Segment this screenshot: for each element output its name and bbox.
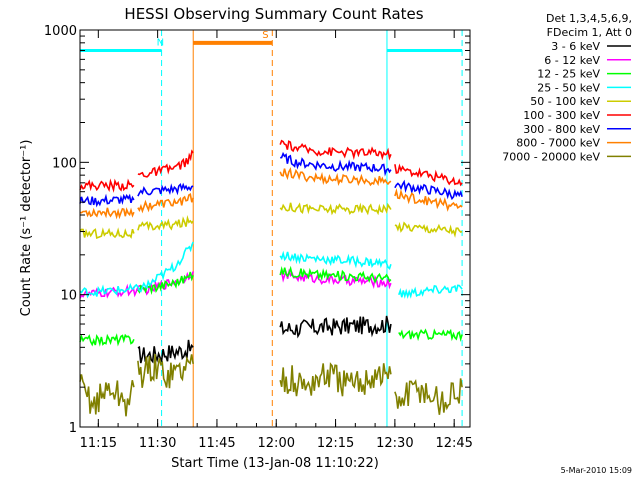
series-4-segment-0 (79, 227, 135, 239)
legend-label-8: 7000 - 20000 keV (502, 150, 600, 163)
footer-timestamp: 5-Mar-2010 15:09 (561, 466, 632, 475)
legend-label-7: 800 - 7000 keV (516, 137, 600, 150)
legend-label-4: 50 - 100 keV (530, 95, 600, 108)
x-axis-label: Start Time (13-Jan-08 11:10:22) (171, 456, 379, 471)
chart-title: HESSI Observing Summary Count Rates (124, 5, 423, 23)
series-4 (79, 202, 463, 239)
y-tick-label-2: 100 (52, 156, 77, 171)
flag-n-label: N (157, 37, 164, 48)
x-tick-label-2: 11:45 (198, 436, 235, 451)
series-1-segment-1 (279, 268, 392, 290)
x-tick-label-1: 11:30 (139, 436, 176, 451)
series-7-segment-1 (137, 192, 194, 214)
series-6-segment-2 (280, 151, 392, 177)
flag-s-label: S (262, 30, 268, 41)
series-7-segment-3 (394, 187, 463, 212)
series-4-segment-2 (279, 202, 392, 216)
series-8 (79, 353, 463, 417)
series-7 (79, 166, 463, 220)
legend-label-3: 25 - 50 keV (537, 81, 600, 94)
y-axis-label: Count Rate (s⁻¹ detector⁻¹) (19, 140, 34, 317)
flag-layer: NS (80, 30, 463, 52)
legend-label-5: 100 - 300 keV (523, 109, 600, 122)
series-4-segment-3 (394, 221, 463, 238)
series-0-segment-1 (279, 315, 392, 339)
series-5-segment-2 (279, 139, 392, 161)
series-5-segment-1 (137, 149, 194, 178)
series-5 (79, 139, 463, 193)
series-3-segment-1 (279, 250, 392, 270)
series-8-segment-1 (137, 353, 194, 389)
x-tick-label-3: 12:00 (258, 436, 295, 451)
plot-frame (79, 29, 471, 428)
y-tick-label-3: 1000 (44, 24, 77, 39)
series-4-segment-1 (137, 215, 194, 232)
series-6-segment-1 (137, 182, 194, 197)
x-axis: 11:15 11:30 11:45 12:00 12:15 12:30 12:45 (80, 30, 473, 451)
series-6-segment-3 (394, 179, 463, 201)
y-tick-label-1: 10 (60, 289, 77, 304)
x-tick-label-4: 12:15 (317, 436, 354, 451)
series-5-segment-3 (394, 163, 463, 187)
series-2-segment-2 (279, 265, 392, 284)
series-2-segment-0 (79, 333, 135, 347)
series-6 (79, 151, 463, 208)
y-axis: 1 10 100 1000 (44, 24, 470, 436)
x-tick-label-5: 12:30 (376, 436, 413, 451)
series-7-segment-2 (279, 166, 392, 187)
legend-label-2: 12 - 25 keV (537, 68, 600, 81)
series-8-segment-3 (394, 378, 463, 415)
legend-header-line-1: Det 1,3,4,5,6,9, (546, 12, 632, 25)
series-5-segment-0 (79, 178, 135, 193)
legend: Det 1,3,4,5,6,9, FDecim 1, Att 0 3 - 6 k… (502, 12, 632, 163)
series-3-segment-2 (398, 284, 463, 300)
series-3-segment-0 (79, 241, 194, 299)
series-8-segment-0 (79, 374, 135, 417)
series-8-segment-2 (279, 362, 392, 397)
legend-header-line-2: FDecim 1, Att 0 (547, 26, 632, 39)
legend-label-1: 6 - 12 keV (544, 54, 600, 67)
legend-label-6: 300 - 800 keV (523, 123, 600, 136)
series-3 (79, 241, 463, 300)
series-7-segment-0 (79, 207, 135, 220)
x-tick-label-0: 11:15 (80, 436, 117, 451)
series-6-segment-0 (79, 193, 135, 208)
series-2-segment-3 (398, 328, 463, 342)
x-tick-label-6: 12:45 (435, 436, 472, 451)
y-tick-label-0: 1 (69, 421, 77, 436)
series-layer (79, 139, 463, 417)
legend-label-0: 3 - 6 keV (551, 40, 600, 53)
